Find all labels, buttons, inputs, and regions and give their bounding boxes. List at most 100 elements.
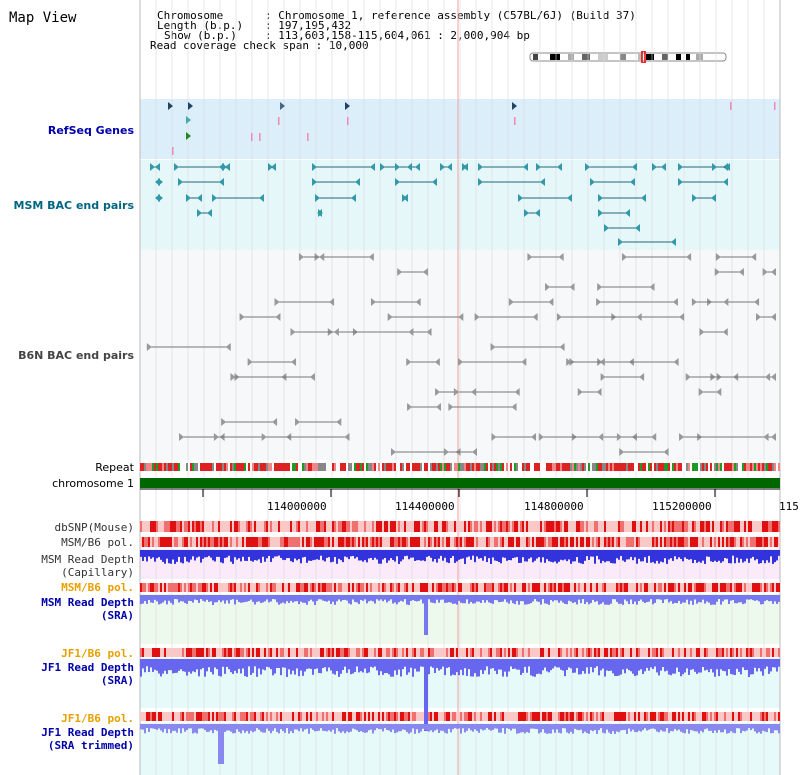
jf1-trim-depth-bar <box>284 724 286 733</box>
jf1-pol-cell <box>240 648 242 657</box>
msm-sra-depth-bar <box>370 595 372 601</box>
msm-pol-cell <box>148 583 150 592</box>
msm-pol-cell <box>176 583 178 592</box>
jf1-sra-depth-bar <box>184 659 186 672</box>
msm-sra-depth-bar <box>736 595 738 604</box>
jf1-sra-depth-bar <box>600 659 602 671</box>
jf1-pol-cell <box>660 712 662 721</box>
repeat-cell <box>754 463 756 471</box>
capillary-depth-bar <box>554 550 556 562</box>
b6n-bac-label[interactable]: B6N BAC end pairs <box>18 349 134 362</box>
msm-pol-cell <box>216 537 218 547</box>
msm-pol-cell <box>162 583 164 592</box>
jf1-sra-depth-bar <box>202 659 204 668</box>
jf1-pol-cell <box>738 712 740 721</box>
msm-pol-cell <box>462 583 464 592</box>
jf1-pol-cell <box>684 648 686 657</box>
dbsnp-cell <box>658 521 660 532</box>
jf1-pol-cell <box>722 648 724 657</box>
jf1-trim-depth-bar <box>558 724 560 733</box>
dbsnp-cell <box>670 521 672 532</box>
jf1-trim-depth-bar <box>778 724 780 734</box>
repeat-cell <box>312 463 314 471</box>
repeat-cell <box>698 463 700 471</box>
jf1-sra-depth-bar <box>260 659 262 675</box>
jf1-pol-cell <box>696 648 698 657</box>
msm-sra-depth-bar <box>634 595 636 602</box>
jf1-sra-depth-bar <box>326 659 328 672</box>
capillary-depth-bar <box>404 550 406 557</box>
chromosome-ideogram[interactable] <box>528 51 730 63</box>
msm-pol-cell <box>692 583 694 592</box>
repeat-cell <box>330 463 332 471</box>
dbsnp-cell <box>478 521 480 532</box>
msm-pol-cell <box>448 537 450 547</box>
jf1-sra-depth-bar <box>366 659 368 674</box>
dbsnp-cell <box>398 521 400 532</box>
msm-pol-cell <box>158 583 160 592</box>
jf1-trim-depth-bar <box>568 724 570 734</box>
capillary-depth-bar <box>680 550 682 559</box>
jf1-sra-depth-bar <box>490 659 492 669</box>
msm-sra-depth-bar <box>376 595 378 600</box>
jf1-trim-depth-bar <box>458 724 460 729</box>
jf1-trim-depth-bar <box>576 724 578 730</box>
jf1-sra-depth-bar <box>472 659 474 677</box>
dbsnp-cell <box>576 521 578 532</box>
jf1-pol-cell <box>666 712 668 721</box>
msm-pol-cell <box>660 537 662 547</box>
capillary-depth-bar <box>706 550 708 557</box>
bac-end-marker <box>436 403 442 411</box>
repeat-cell <box>644 463 646 471</box>
msm-pol-cell <box>396 537 398 547</box>
capillary-depth-bar <box>622 550 624 561</box>
jf1-sra-depth-bar <box>638 659 640 671</box>
jf1-pol-cell <box>322 712 324 721</box>
jf1-sra-depth-bar <box>312 659 314 675</box>
capillary-depth-bar <box>602 550 604 561</box>
jf1-trim-depth-bar <box>150 724 152 729</box>
bac-end-marker <box>179 433 185 441</box>
repeat-cell <box>316 463 318 471</box>
repeat-cell <box>648 463 650 471</box>
jf1-pol-cell <box>510 712 512 721</box>
jf1-sra-depth-bar <box>688 659 690 675</box>
jf1-sra-depth-bar <box>470 659 472 677</box>
bac-end-marker <box>351 194 356 202</box>
msm-pol-cell <box>470 583 472 592</box>
refseq-label[interactable]: RefSeq Genes <box>47 124 134 137</box>
jf1-sra-depth-bar <box>214 659 216 668</box>
msm-pol-cell <box>428 583 430 592</box>
jf1-sra-depth-bar <box>756 659 758 672</box>
jf1-trim-depth-bar <box>488 724 490 730</box>
jf1-pol-cell <box>620 648 622 657</box>
jf1-trim-depth-bar <box>480 724 482 730</box>
msm-pol-cell <box>184 537 186 547</box>
jf1-pol-cell <box>262 712 264 721</box>
repeat-cell <box>768 463 770 471</box>
jf1-pol-cell <box>472 648 474 657</box>
jf1-trim-depth-bar <box>258 724 260 730</box>
jf1-pol-cell <box>436 648 438 657</box>
capillary-depth-bar <box>514 550 516 558</box>
jf1-sra-depth-bar <box>632 659 634 674</box>
msm-bac-label[interactable]: MSM BAC end pairs <box>13 199 134 212</box>
capillary-depth-bar <box>358 550 360 561</box>
jf1-pol-cell <box>386 648 388 657</box>
jf1-sra-depth-bar <box>572 659 574 673</box>
capillary-depth-bar <box>770 550 772 557</box>
jf1-trim-depth-bar <box>306 724 308 729</box>
dbsnp-cell <box>450 521 452 532</box>
capillary-depth-bar <box>566 550 568 562</box>
repeat-cell <box>394 463 396 471</box>
msm-pol-cell <box>280 537 282 547</box>
bac-end-marker <box>291 358 297 366</box>
jf1-sra-depth-bar <box>394 659 396 671</box>
msm-pol-cell <box>558 583 560 592</box>
repeat-cell <box>538 463 540 471</box>
capillary-depth-bar <box>652 550 654 563</box>
repeat-cell <box>766 463 768 471</box>
dbsnp-cell <box>574 521 576 532</box>
jf1-sra-depth-bar <box>172 659 174 674</box>
